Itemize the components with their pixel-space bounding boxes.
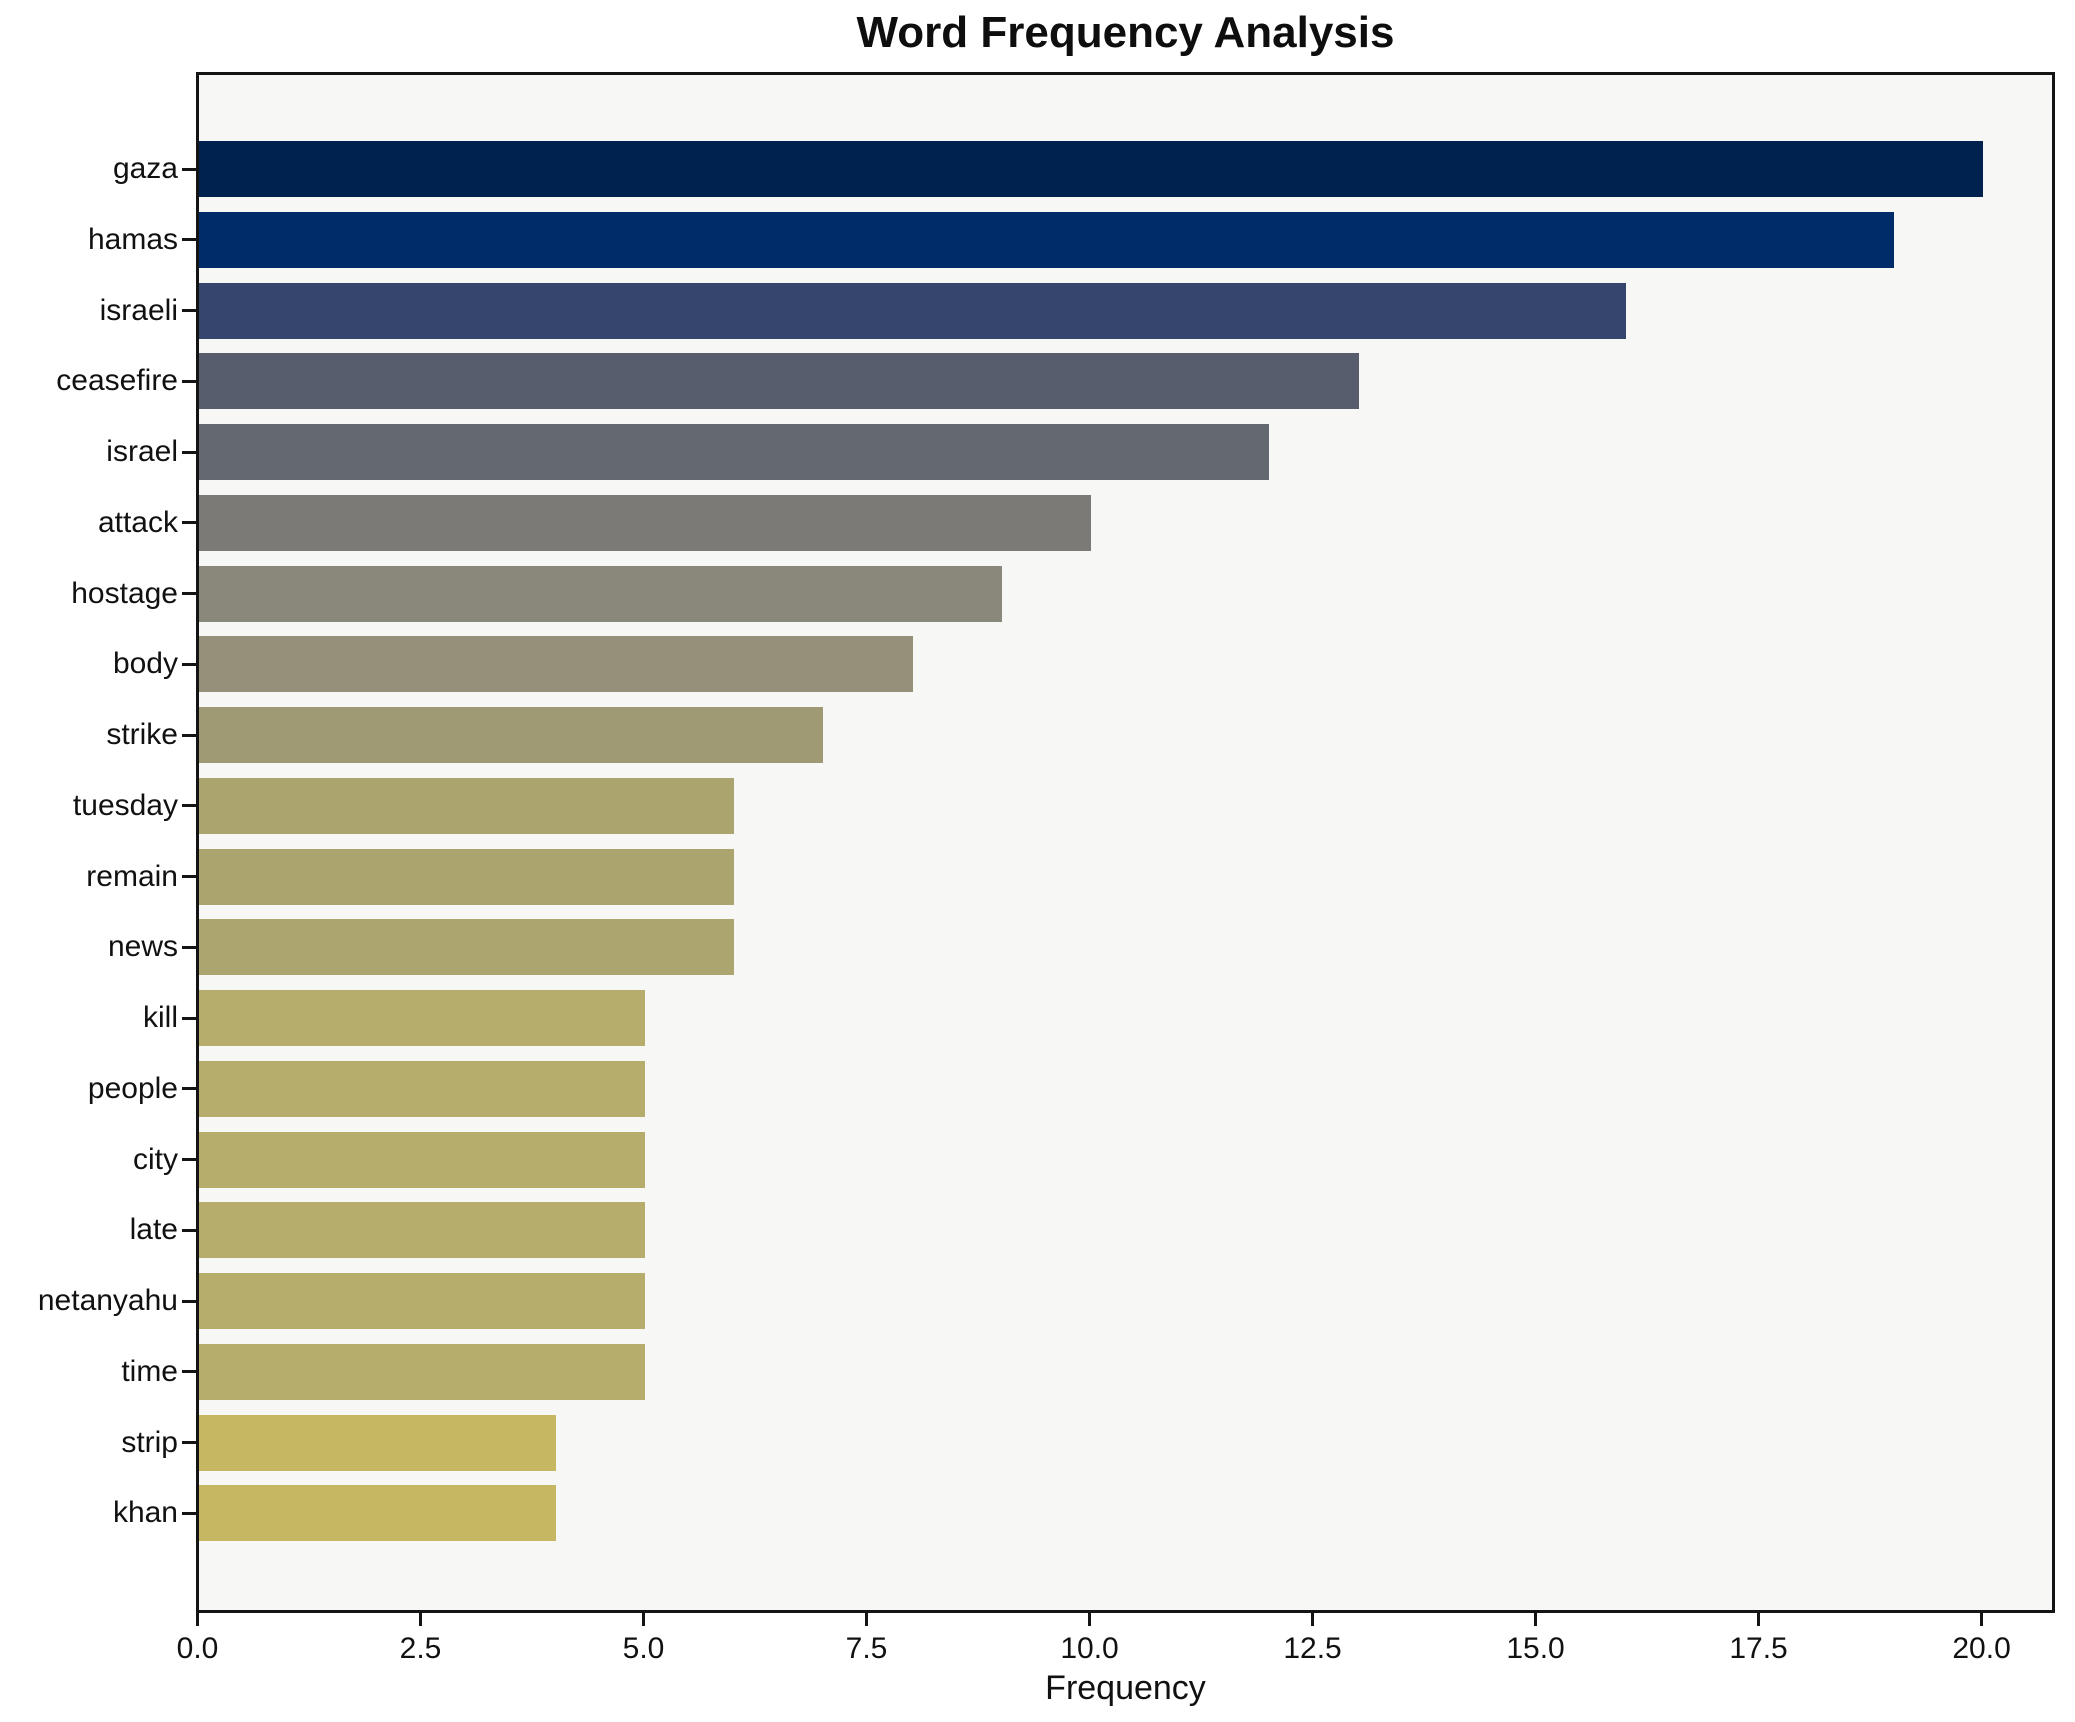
x-tick-mark: [419, 1613, 422, 1626]
y-tick-mark: [182, 804, 196, 808]
plot-area: [196, 72, 2055, 1613]
y-tick-mark: [182, 1370, 196, 1374]
y-tick-mark: [182, 379, 196, 383]
bar-kill: [199, 990, 645, 1046]
y-tick-label-ceasefire: ceasefire: [56, 364, 178, 398]
bar-netanyahu: [199, 1273, 645, 1329]
bar-israeli: [199, 282, 1626, 339]
y-tick-label-strip: strip: [121, 1425, 178, 1459]
x-tick-mark: [196, 1613, 199, 1626]
x-tick-mark: [1534, 1613, 1538, 1626]
bar-late: [199, 1202, 645, 1259]
y-tick-label-body: body: [112, 647, 178, 681]
y-tick-label-strike: strike: [106, 718, 178, 751]
bar-time: [199, 1343, 645, 1400]
bar-gaza: [199, 141, 1983, 197]
y-tick-label-time: time: [121, 1354, 178, 1388]
y-tick-label-kill: kill: [143, 1001, 178, 1034]
y-tick-mark: [182, 1511, 196, 1515]
x-tick-label-10.0: 10.0: [1060, 1632, 1119, 1665]
y-tick-label-people: people: [87, 1071, 178, 1105]
bar-ceasefire: [199, 353, 1359, 410]
y-tick-label-city: city: [133, 1142, 178, 1176]
y-tick-mark: [182, 450, 196, 454]
y-tick-label-khan: khan: [112, 1496, 178, 1530]
x-tick-label-20.0: 20.0: [1952, 1632, 2011, 1665]
bar-hostage: [199, 565, 1002, 622]
y-tick-mark: [182, 1228, 196, 1232]
x-tick-label-15.0: 15.0: [1506, 1632, 1565, 1665]
x-tick-mark: [865, 1613, 869, 1626]
y-tick-label-israel: israel: [106, 435, 178, 468]
y-tick-mark: [182, 521, 196, 525]
y-tick-label-gaza: gaza: [112, 152, 178, 185]
y-tick-label-attack: attack: [97, 505, 178, 539]
x-tick-mark: [1311, 1613, 1315, 1626]
bar-city: [199, 1131, 645, 1188]
y-tick-mark: [182, 1158, 196, 1161]
bar-remain: [199, 848, 734, 905]
bar-hamas: [199, 211, 1894, 268]
bar-people: [199, 1060, 645, 1117]
y-tick-mark: [182, 875, 196, 878]
y-tick-mark: [182, 945, 196, 949]
bar-strike: [199, 707, 823, 763]
chart-title: Word Frequency Analysis: [856, 8, 1395, 57]
x-tick-label-5.0: 5.0: [622, 1632, 665, 1665]
y-tick-label-news: news: [107, 930, 178, 964]
y-tick-label-late: late: [129, 1213, 178, 1247]
x-tick-mark: [1980, 1613, 1984, 1626]
y-tick-mark: [182, 662, 196, 666]
bar-tuesday: [199, 777, 734, 834]
y-tick-label-tuesday: tuesday: [72, 788, 178, 822]
x-tick-mark: [1088, 1613, 1092, 1626]
x-tick-mark: [1757, 1613, 1761, 1626]
bar-attack: [199, 494, 1091, 551]
y-tick-mark: [182, 592, 196, 595]
y-tick-mark: [182, 309, 196, 312]
y-tick-mark: [182, 733, 196, 737]
x-tick-label-12.5: 12.5: [1283, 1632, 1342, 1665]
y-tick-label-hamas: hamas: [87, 222, 178, 256]
bar-khan: [199, 1485, 556, 1542]
x-tick-label-17.5: 17.5: [1729, 1632, 1788, 1665]
x-tick-label-2.5: 2.5: [399, 1632, 442, 1665]
y-tick-mark: [182, 1016, 196, 1020]
y-tick-mark: [182, 238, 196, 242]
x-tick-mark: [642, 1613, 646, 1626]
y-tick-mark: [182, 1087, 196, 1091]
y-tick-label-netanyahu: netanyahu: [37, 1284, 178, 1317]
bar-strip: [199, 1414, 556, 1471]
bar-body: [199, 636, 913, 693]
y-tick-mark: [182, 1299, 196, 1303]
y-tick-label-israeli: israeli: [99, 293, 178, 327]
y-tick-label-remain: remain: [86, 859, 178, 893]
y-tick-mark: [182, 167, 196, 171]
y-tick-label-hostage: hostage: [71, 576, 178, 610]
bar-news: [199, 919, 734, 976]
x-tick-label-0.0: 0.0: [176, 1632, 219, 1665]
bar-israel: [199, 424, 1269, 480]
x-axis-label: Frequency: [1045, 1669, 1206, 1707]
x-tick-label-7.5: 7.5: [845, 1632, 888, 1665]
y-tick-mark: [182, 1441, 196, 1444]
